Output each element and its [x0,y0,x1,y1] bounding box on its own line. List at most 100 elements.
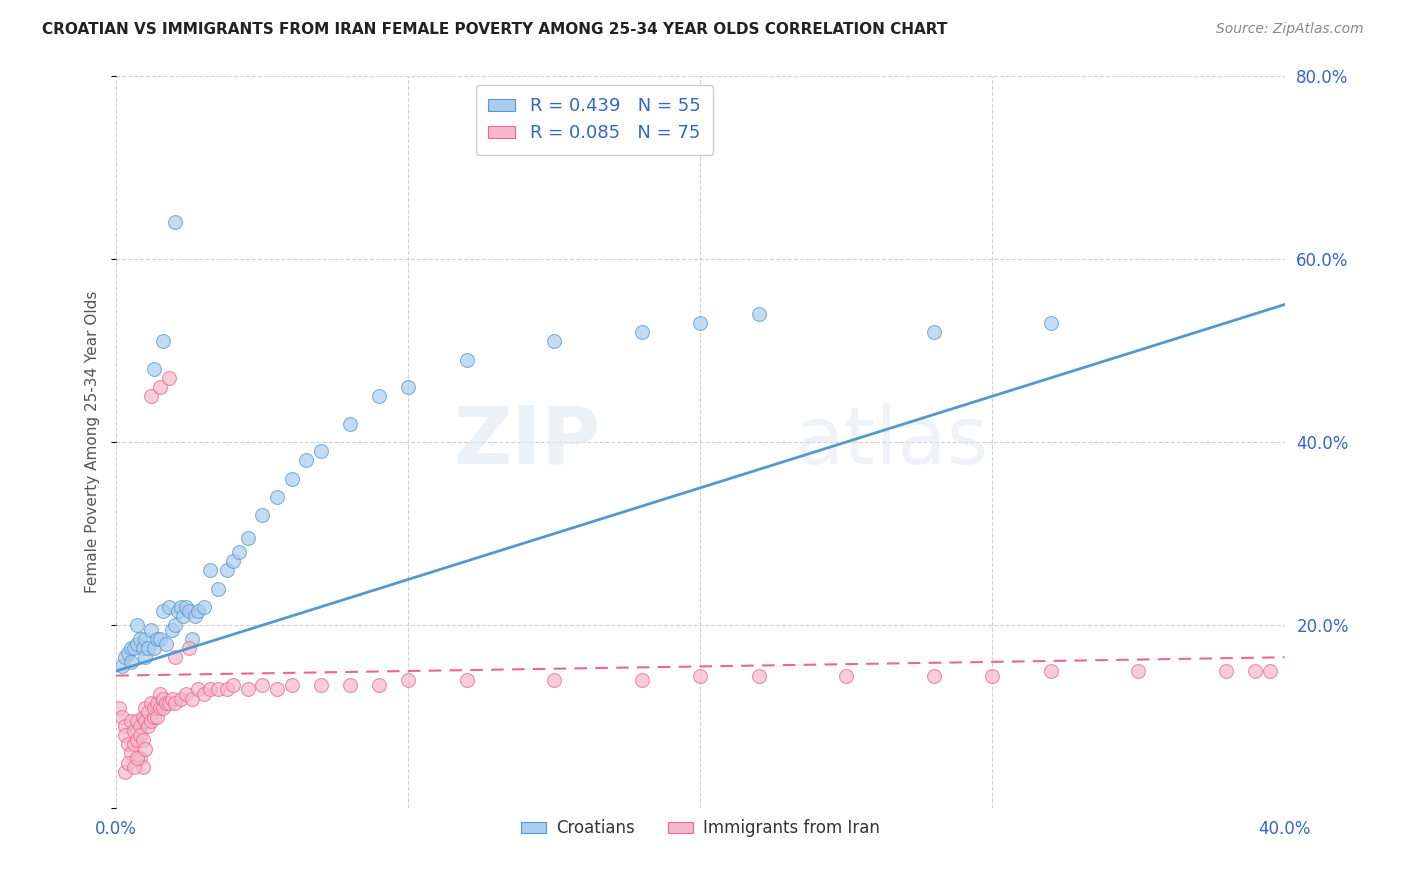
Point [128,632,150,646]
Point [125,732,148,747]
Point [117,737,139,751]
Point [152,605,174,619]
Point [835,668,858,682]
Point [134,700,156,714]
Point [111,710,134,724]
Point [179,641,201,656]
Point [295,453,318,467]
Point [222,554,245,568]
Point [922,325,945,339]
Point [125,714,148,729]
Point [141,623,163,637]
Point [981,668,1004,682]
Point [748,668,770,682]
Point [128,719,150,733]
Point [157,599,180,614]
Point [1039,664,1062,678]
Point [396,380,419,394]
Point [163,215,186,229]
Point [543,673,565,688]
Point [122,737,145,751]
Point [1039,316,1062,330]
Point [143,641,166,656]
Point [309,678,332,692]
Point [236,531,259,545]
Point [114,764,136,779]
Point [339,417,361,431]
Point [217,563,239,577]
Point [187,605,209,619]
Point [122,760,145,774]
Point [120,714,142,729]
Point [141,389,163,403]
Point [149,700,172,714]
Point [122,723,145,738]
Point [179,605,201,619]
Point [169,599,191,614]
Point [143,361,166,376]
Point [125,618,148,632]
Point [143,700,166,714]
Point [339,678,361,692]
Point [198,682,221,697]
Point [143,710,166,724]
Point [131,732,153,747]
Point [134,714,156,729]
Point [134,742,156,756]
Point [120,747,142,761]
Point [689,316,711,330]
Point [228,545,250,559]
Point [1258,664,1281,678]
Point [176,599,198,614]
Point [152,691,174,706]
Point [114,650,136,665]
Point [198,563,221,577]
Point [141,714,163,729]
Y-axis label: Female Poverty Among 25-34 Year Olds: Female Poverty Among 25-34 Year Olds [86,291,100,593]
Point [236,682,259,697]
Point [138,719,160,733]
Point [131,641,153,656]
Point [181,691,204,706]
Point [152,700,174,714]
Point [120,641,142,656]
Point [368,389,391,403]
Point [169,691,191,706]
Point [141,696,163,710]
Point [138,641,160,656]
Point [207,682,229,697]
Point [108,700,131,714]
Point [456,673,478,688]
Point [134,632,156,646]
Point [1244,664,1267,678]
Point [128,751,150,765]
Point [128,728,150,742]
Point [155,636,177,650]
Point [155,696,177,710]
Point [138,705,160,719]
Point [266,682,288,697]
Text: CROATIAN VS IMMIGRANTS FROM IRAN FEMALE POVERTY AMONG 25-34 YEAR OLDS CORRELATIO: CROATIAN VS IMMIGRANTS FROM IRAN FEMALE … [42,22,948,37]
Point [120,655,142,669]
Point [922,668,945,682]
Point [149,632,172,646]
Point [1128,664,1150,678]
Point [117,756,139,770]
Point [131,710,153,724]
Point [166,605,188,619]
Point [163,650,186,665]
Point [543,334,565,349]
Point [122,641,145,656]
Point [160,691,183,706]
Point [163,696,186,710]
Point [266,490,288,504]
Point [125,751,148,765]
Point [631,673,654,688]
Point [157,371,180,385]
Point [125,636,148,650]
Point [222,678,245,692]
Point [309,444,332,458]
Point [631,325,654,339]
Point [193,599,215,614]
Legend: Croatians, Immigrants from Iran: Croatians, Immigrants from Iran [515,813,887,844]
